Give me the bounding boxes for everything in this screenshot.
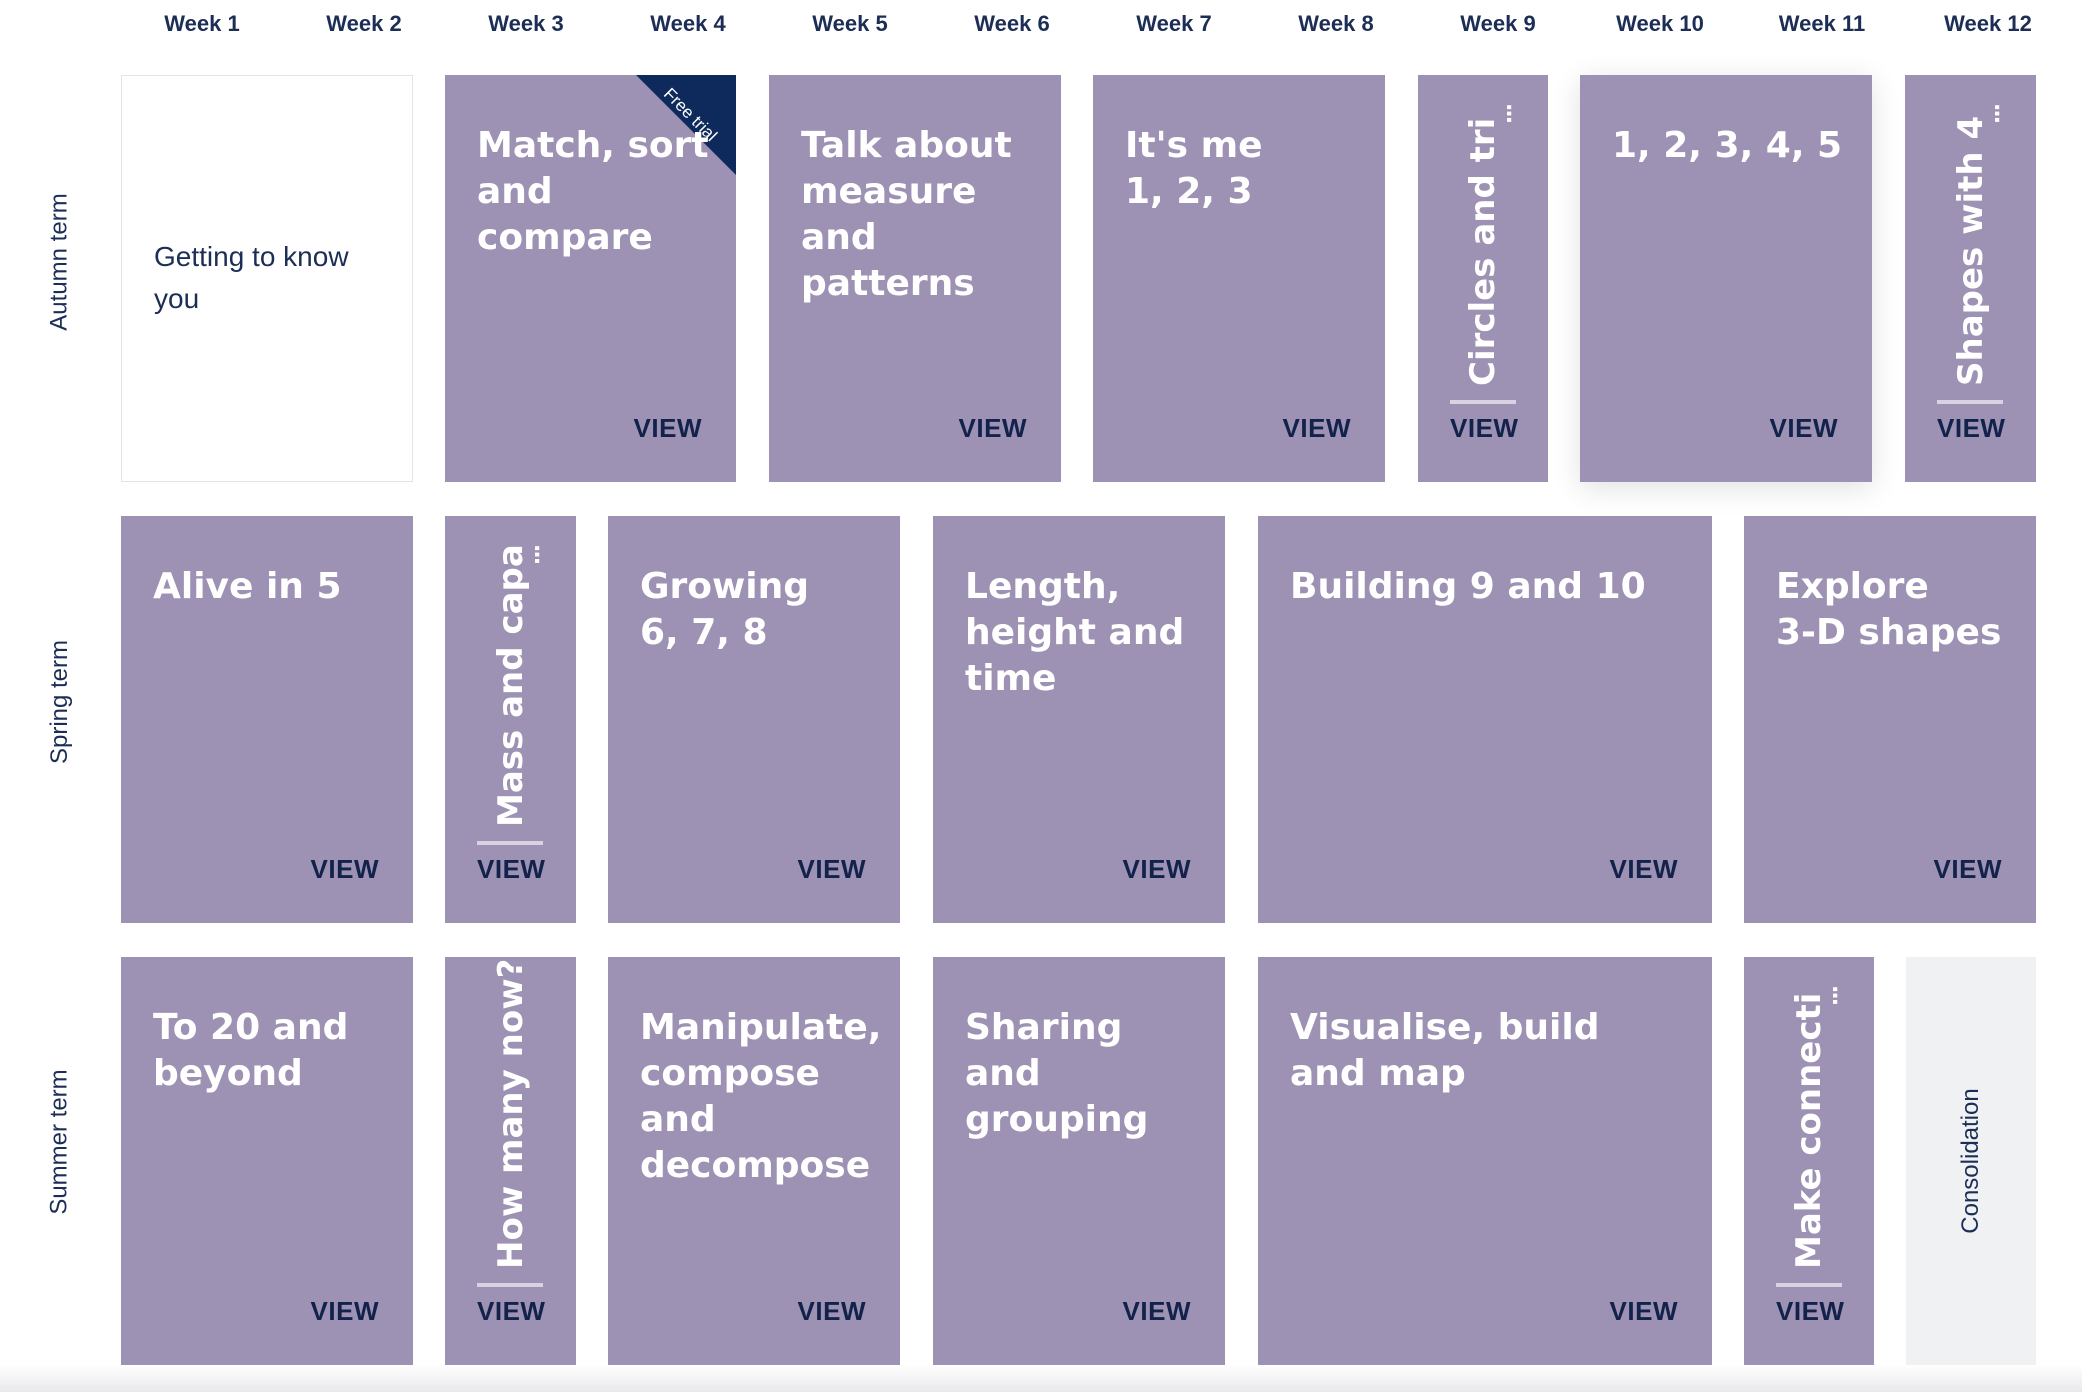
term-label-spring: Spring term <box>20 498 100 906</box>
card-title: To 20 and beyond <box>153 1007 349 1094</box>
week-header-5: Week 5 <box>812 11 888 36</box>
card-mass-and-capacity[interactable]: ... Mass and capa VIEW <box>445 516 576 923</box>
view-link[interactable]: VIEW <box>310 854 379 884</box>
view-link[interactable]: VIEW <box>633 413 702 443</box>
card-title: Manipulate, compose and decompose <box>640 1007 882 1186</box>
view-link[interactable]: VIEW <box>477 1296 546 1326</box>
card-title: Length, height and time <box>965 566 1185 699</box>
card-1-2-3-4-5[interactable]: 1, 2, 3, 4, 5 VIEW <box>1580 75 1872 482</box>
card-visualise-build-map[interactable]: Visualise, build and map VIEW <box>1258 957 1712 1365</box>
card-length-height-time[interactable]: Length, height and time VIEW <box>933 516 1225 923</box>
view-link[interactable]: VIEW <box>1769 413 1838 443</box>
week-header-7: Week 7 <box>1136 11 1212 36</box>
term-label-summer: Summer term <box>20 938 100 1346</box>
card-title: Building 9 and 10 <box>1290 566 1646 607</box>
card-growing-678[interactable]: Growing 6, 7, 8 VIEW <box>608 516 900 923</box>
view-link[interactable]: VIEW <box>1282 413 1351 443</box>
card-title: Getting to know you <box>154 241 349 314</box>
view-underline <box>1937 400 2003 404</box>
card-building-9-and-10[interactable]: Building 9 and 10 VIEW <box>1258 516 1712 923</box>
view-underline <box>477 1283 543 1287</box>
term-label-summer-text: Summer term <box>46 1069 74 1215</box>
card-explore-3d-shapes[interactable]: Explore 3-D shapes VIEW <box>1744 516 2036 923</box>
term-label-autumn-text: Autumn term <box>46 193 74 331</box>
view-link[interactable]: VIEW <box>1933 854 2002 884</box>
card-to-20-and-beyond[interactable]: To 20 and beyond VIEW <box>121 957 413 1365</box>
view-link[interactable]: VIEW <box>477 854 546 884</box>
consolidation-label: Consolidation <box>1957 1088 1984 1234</box>
view-link[interactable]: VIEW <box>1609 1296 1678 1326</box>
view-link[interactable]: VIEW <box>797 854 866 884</box>
card-match-sort-compare[interactable]: Free trial Match, sort and compare VIEW <box>445 75 736 482</box>
view-underline <box>1776 1283 1842 1287</box>
card-title: Growing 6, 7, 8 <box>640 566 810 653</box>
card-shapes-with-4-sides[interactable]: ... Shapes with 4 VIEW <box>1905 75 2036 482</box>
term-label-autumn: Autumn term <box>20 58 100 466</box>
card-title: Sharing and grouping <box>965 1007 1149 1140</box>
week-header-12: Week 12 <box>1944 11 2032 36</box>
card-title: Explore 3-D shapes <box>1776 566 2002 653</box>
more-icon: ... <box>529 544 554 564</box>
week-header-4: Week 4 <box>650 11 726 36</box>
card-its-me-123[interactable]: It's me 1, 2, 3 VIEW <box>1093 75 1385 482</box>
week-header-8: Week 8 <box>1298 11 1374 36</box>
view-underline <box>1450 400 1516 404</box>
week-header-3: Week 3 <box>488 11 564 36</box>
view-link[interactable]: VIEW <box>797 1296 866 1326</box>
card-title: Mass and capa <box>490 544 531 827</box>
view-link[interactable]: VIEW <box>958 413 1027 443</box>
week-header-2: Week 2 <box>326 11 402 36</box>
view-link[interactable]: VIEW <box>1937 413 2006 443</box>
more-icon: ... <box>1989 103 2014 123</box>
free-trial-ribbon: Free trial <box>636 75 736 175</box>
card-title: Talk about measure and patterns <box>801 125 1012 304</box>
card-title: 1, 2, 3, 4, 5 <box>1612 125 1843 166</box>
view-link[interactable]: VIEW <box>1122 1296 1191 1326</box>
view-link[interactable]: VIEW <box>1122 854 1191 884</box>
card-title: How many now? <box>490 958 531 1269</box>
view-link[interactable]: VIEW <box>310 1296 379 1326</box>
bottom-shade <box>0 1364 2082 1392</box>
week-header-6: Week 6 <box>974 11 1050 36</box>
card-talk-about-measure[interactable]: Talk about measure and patterns VIEW <box>769 75 1061 482</box>
card-title: Shapes with 4 <box>1950 115 1991 386</box>
week-header-10: Week 10 <box>1616 11 1704 36</box>
card-title: Match, sort and compare <box>477 125 709 258</box>
view-link[interactable]: VIEW <box>1450 413 1519 443</box>
card-consolidation: Consolidation <box>1906 957 2036 1365</box>
card-manipulate-compose-decompose[interactable]: Manipulate, compose and decompose VIEW <box>608 957 900 1365</box>
card-getting-to-know-you: Getting to know you <box>121 75 413 482</box>
card-make-connections[interactable]: ... Make connecti VIEW <box>1744 957 1874 1365</box>
week-header-9: Week 9 <box>1460 11 1536 36</box>
more-icon: ... <box>1827 985 1852 1005</box>
card-title: It's me 1, 2, 3 <box>1125 125 1263 212</box>
view-underline <box>477 841 543 845</box>
card-alive-in-5[interactable]: Alive in 5 VIEW <box>121 516 413 923</box>
card-circles-and-triangles[interactable]: ... Circles and tri VIEW <box>1418 75 1548 482</box>
card-title: Circles and tri <box>1463 117 1503 386</box>
view-link[interactable]: VIEW <box>1609 854 1678 884</box>
card-sharing-and-grouping[interactable]: Sharing and grouping VIEW <box>933 957 1225 1365</box>
card-title: Alive in 5 <box>153 566 342 607</box>
view-link[interactable]: VIEW <box>1776 1296 1845 1326</box>
card-title: Make connecti <box>1789 992 1829 1269</box>
week-header-11: Week 11 <box>1778 11 1866 36</box>
card-how-many-now[interactable]: How many now? VIEW <box>445 957 576 1365</box>
term-label-spring-text: Spring term <box>46 639 74 765</box>
more-icon: ... <box>1501 103 1526 123</box>
card-title: Visualise, build and map <box>1290 1007 1600 1094</box>
week-header-1: Week 1 <box>164 11 240 36</box>
